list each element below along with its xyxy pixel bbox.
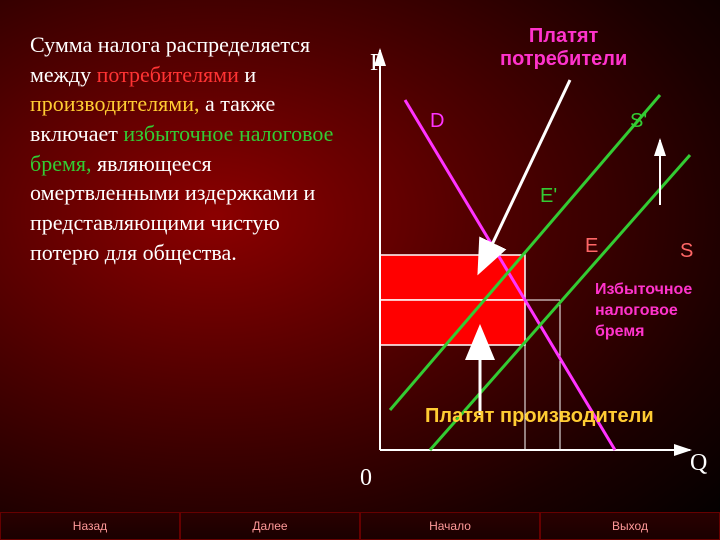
equilibrium-old-label: E bbox=[585, 235, 598, 258]
quantity-axis-label: Q bbox=[690, 450, 707, 477]
equilibrium-new-label: E' bbox=[540, 185, 557, 208]
supply-label: S bbox=[680, 240, 693, 263]
start-button[interactable]: Начало bbox=[360, 512, 540, 540]
price-axis-label: P bbox=[370, 50, 383, 77]
back-button[interactable]: Назад bbox=[0, 512, 180, 540]
consumers-pay-label: Платятпотребители bbox=[500, 25, 627, 71]
supply-shifted-label: S' bbox=[630, 110, 647, 133]
text-segment: и bbox=[244, 62, 256, 87]
navigation-bar: Назад Далее Начало Выход bbox=[0, 512, 720, 540]
demand-label: D bbox=[430, 110, 444, 133]
tax-incidence-diagram: Платятпотребители D S' E' E S Избыточное… bbox=[360, 10, 710, 490]
text-consumer: потребителями bbox=[97, 62, 245, 87]
producers-pay-label: Платят производители bbox=[425, 405, 654, 428]
explanation-text: Сумма налога распределяется между потреб… bbox=[30, 30, 350, 268]
origin-label: 0 bbox=[360, 465, 372, 492]
next-button[interactable]: Далее bbox=[180, 512, 360, 540]
exit-button[interactable]: Выход bbox=[540, 512, 720, 540]
text-producer: производителями, bbox=[30, 91, 205, 116]
deadweight-loss-label: Избыточноеналоговоебремя bbox=[595, 280, 692, 342]
